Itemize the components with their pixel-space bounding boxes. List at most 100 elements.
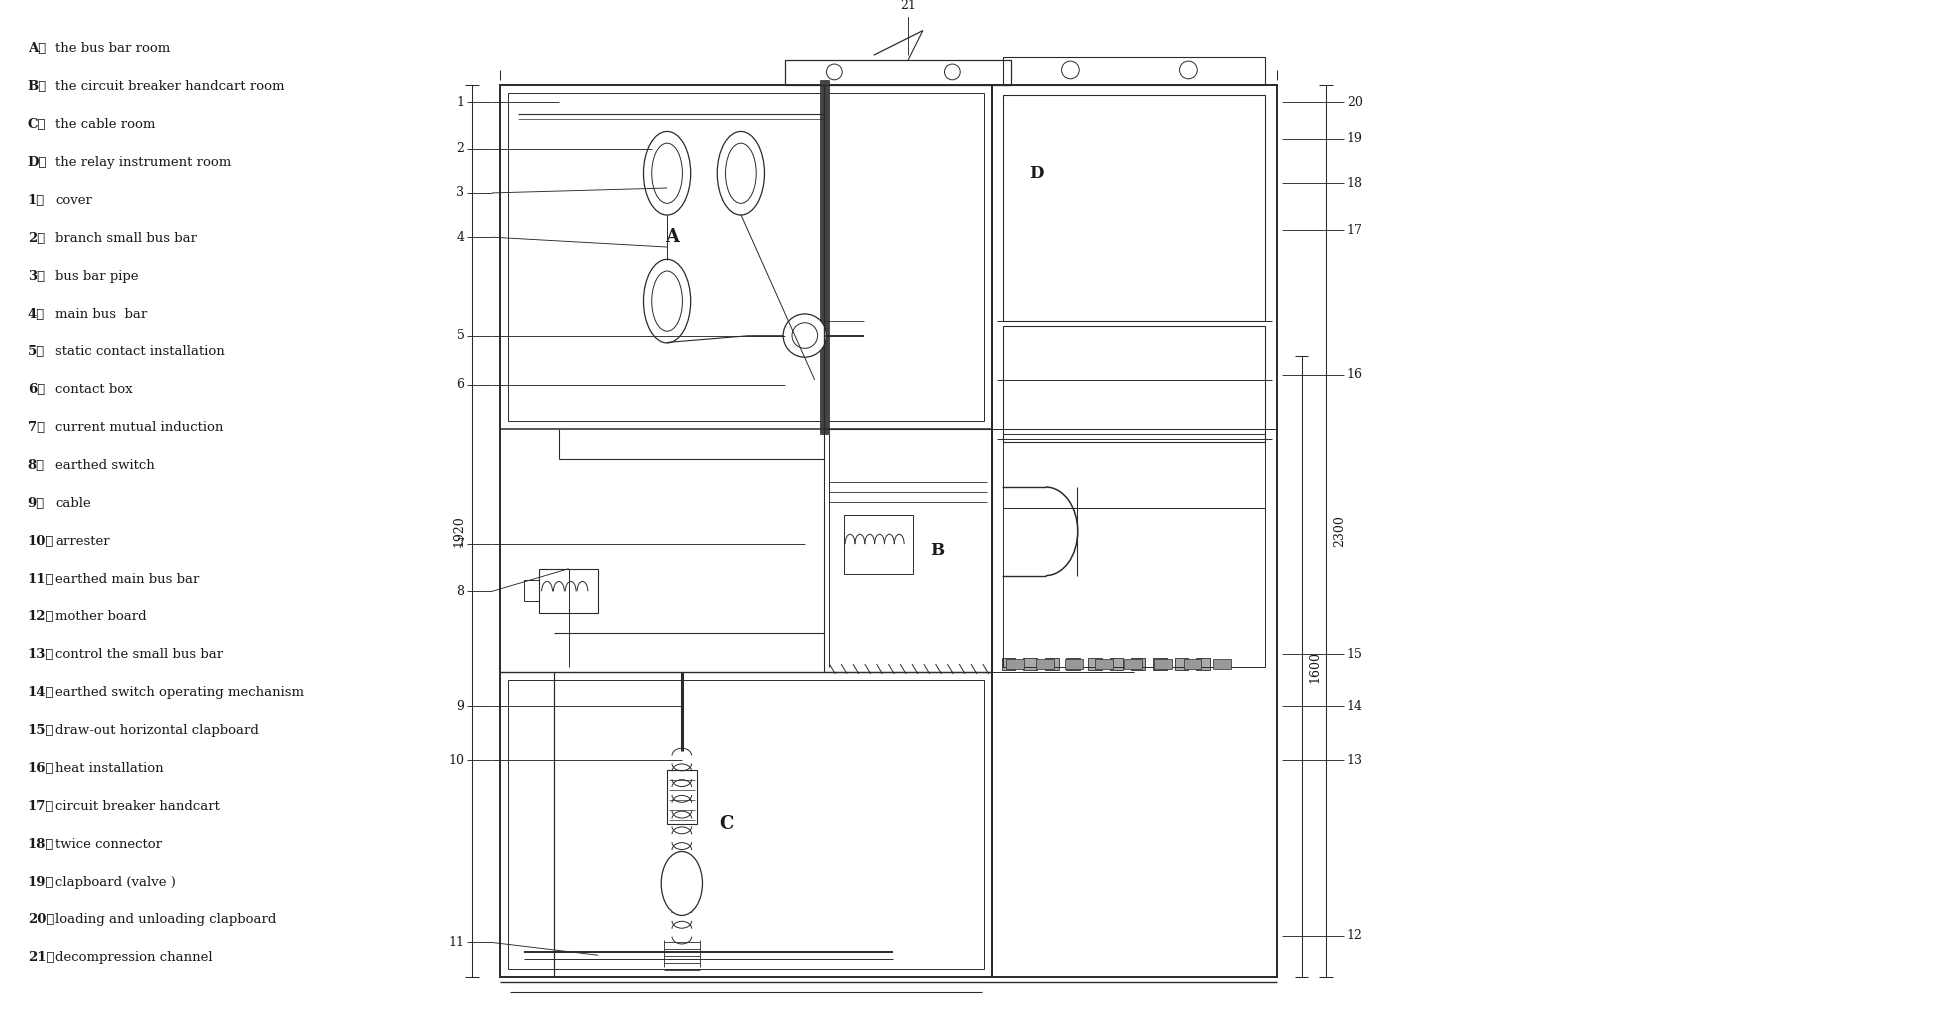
- Text: 3、: 3、: [27, 270, 45, 282]
- Ellipse shape: [718, 131, 765, 215]
- Text: 14、: 14、: [27, 687, 54, 699]
- Text: 4、: 4、: [27, 307, 45, 321]
- Text: C、: C、: [27, 119, 47, 131]
- Text: 1、: 1、: [27, 194, 45, 207]
- Text: 7: 7: [457, 537, 465, 551]
- Text: 19: 19: [1347, 132, 1362, 145]
- Ellipse shape: [644, 260, 691, 343]
- Text: 20: 20: [1347, 96, 1362, 109]
- Text: twice connector: twice connector: [54, 838, 162, 851]
- Text: loading and unloading clapboard: loading and unloading clapboard: [54, 913, 276, 927]
- Circle shape: [792, 323, 817, 348]
- Text: 20、: 20、: [27, 913, 54, 927]
- Text: 11: 11: [448, 936, 465, 949]
- Text: A: A: [666, 228, 679, 246]
- Bar: [1066, 658, 1080, 670]
- Text: 5、: 5、: [27, 345, 45, 359]
- Ellipse shape: [726, 143, 757, 203]
- Text: C: C: [718, 816, 734, 833]
- Text: the bus bar room: the bus bar room: [54, 42, 171, 56]
- Text: 18、: 18、: [27, 838, 54, 851]
- Text: A、: A、: [27, 42, 47, 56]
- Bar: [1066, 659, 1084, 669]
- Bar: [845, 514, 913, 573]
- Text: 2: 2: [457, 142, 465, 155]
- Bar: [525, 579, 539, 601]
- Bar: [1006, 659, 1024, 669]
- Bar: [1004, 57, 1265, 85]
- Bar: [1183, 659, 1201, 669]
- Text: earthed main bus bar: earthed main bus bar: [54, 572, 200, 586]
- Circle shape: [944, 64, 959, 79]
- Text: 16、: 16、: [27, 762, 54, 775]
- Text: mother board: mother board: [54, 610, 146, 624]
- Ellipse shape: [652, 271, 683, 331]
- Text: the relay instrument room: the relay instrument room: [54, 156, 232, 169]
- Text: 1920: 1920: [451, 516, 465, 547]
- Text: main bus  bar: main bus bar: [54, 307, 148, 321]
- Text: arrester: arrester: [54, 535, 109, 547]
- Bar: [825, 429, 992, 672]
- Bar: [1002, 658, 1016, 670]
- Bar: [667, 770, 697, 825]
- Text: 7、: 7、: [27, 421, 45, 434]
- Bar: [1035, 659, 1053, 669]
- Text: 19、: 19、: [27, 875, 54, 889]
- Text: bus bar pipe: bus bar pipe: [54, 270, 138, 282]
- Bar: [1212, 659, 1230, 669]
- Text: the cable room: the cable room: [54, 119, 156, 131]
- Bar: [508, 679, 985, 969]
- Text: 21、: 21、: [27, 952, 54, 964]
- Bar: [1175, 658, 1189, 670]
- Text: branch small bus bar: branch small bus bar: [54, 232, 197, 244]
- Bar: [1024, 658, 1037, 670]
- Text: earthed switch operating mechanism: earthed switch operating mechanism: [54, 687, 304, 699]
- Text: heat installation: heat installation: [54, 762, 163, 775]
- Bar: [1197, 658, 1210, 670]
- Bar: [1154, 658, 1168, 670]
- Text: circuit breaker handcart: circuit breaker handcart: [54, 800, 220, 812]
- Text: 17: 17: [1347, 224, 1362, 237]
- Text: 8、: 8、: [27, 459, 45, 472]
- Circle shape: [1061, 61, 1080, 78]
- Bar: [1004, 507, 1265, 667]
- Text: 10、: 10、: [27, 535, 54, 547]
- Text: cover: cover: [54, 194, 91, 207]
- Text: 13: 13: [1347, 754, 1362, 767]
- Text: D、: D、: [27, 156, 47, 169]
- Text: control the small bus bar: control the small bus bar: [54, 648, 224, 661]
- Bar: [1045, 658, 1059, 670]
- Bar: [1004, 95, 1265, 321]
- Text: static contact installation: static contact installation: [54, 345, 226, 359]
- Text: 17、: 17、: [27, 800, 54, 812]
- Text: 15、: 15、: [27, 724, 54, 737]
- Circle shape: [1179, 61, 1197, 78]
- Text: current mutual induction: current mutual induction: [54, 421, 224, 434]
- Bar: [1096, 659, 1113, 669]
- Ellipse shape: [652, 143, 683, 203]
- Text: clapboard (valve ): clapboard (valve ): [54, 875, 177, 889]
- Text: 12、: 12、: [27, 610, 54, 624]
- Bar: [1125, 659, 1142, 669]
- Text: 4: 4: [457, 231, 465, 243]
- Text: 2、: 2、: [27, 232, 45, 244]
- Circle shape: [827, 64, 843, 79]
- Text: 14: 14: [1347, 700, 1362, 712]
- Text: 5: 5: [457, 329, 465, 342]
- Text: cable: cable: [54, 497, 91, 510]
- Bar: [1131, 658, 1144, 670]
- Text: 1600: 1600: [1310, 651, 1321, 684]
- Text: contact box: contact box: [54, 384, 132, 396]
- Text: 6: 6: [457, 378, 465, 391]
- Text: earthed switch: earthed switch: [54, 459, 156, 472]
- Text: 15: 15: [1347, 647, 1362, 661]
- Text: 9: 9: [457, 700, 465, 712]
- Bar: [508, 93, 985, 421]
- Bar: [1109, 658, 1123, 670]
- Ellipse shape: [644, 131, 691, 215]
- Text: 13、: 13、: [27, 648, 54, 661]
- Text: draw-out horizontal clapboard: draw-out horizontal clapboard: [54, 724, 259, 737]
- Text: D: D: [1029, 165, 1043, 181]
- Text: decompression channel: decompression channel: [54, 952, 212, 964]
- Text: B: B: [930, 542, 944, 560]
